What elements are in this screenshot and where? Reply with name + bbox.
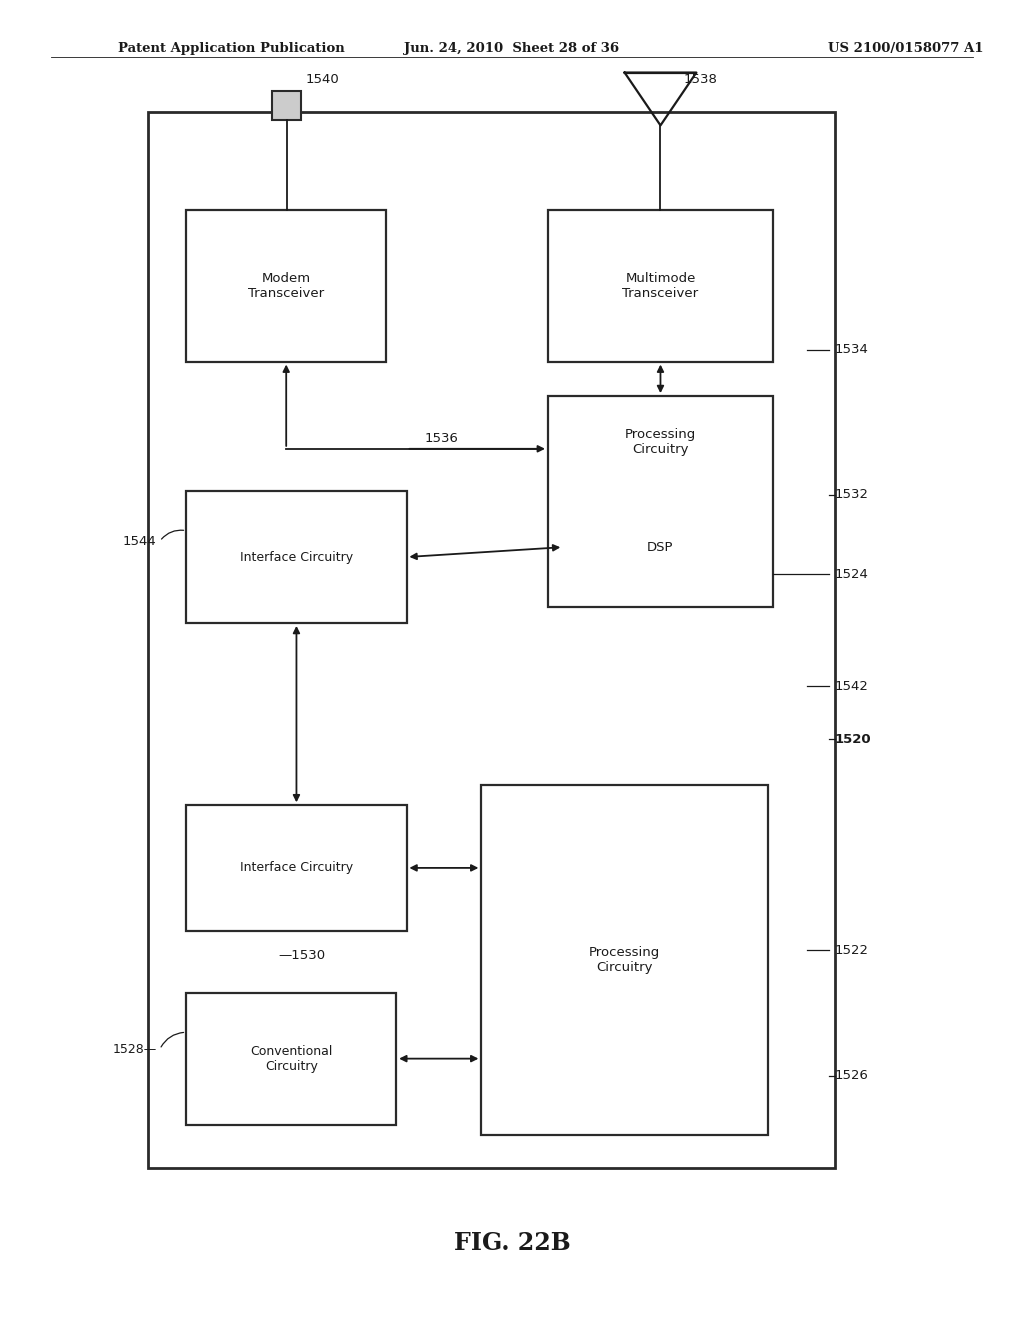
Text: DSP: DSP <box>647 541 674 553</box>
Bar <box>167 152 807 719</box>
Text: 1544: 1544 <box>123 535 157 548</box>
Text: 1538: 1538 <box>684 73 718 86</box>
Bar <box>186 210 386 362</box>
Bar <box>563 498 758 597</box>
Text: Interface Circuitry: Interface Circuitry <box>240 550 353 564</box>
Bar <box>186 491 407 623</box>
Bar <box>186 805 407 931</box>
Bar <box>481 785 768 1135</box>
Text: Multimode
Transceiver: Multimode Transceiver <box>623 272 698 300</box>
Text: Modem
Transceiver: Modem Transceiver <box>248 272 325 300</box>
Bar <box>186 993 396 1125</box>
Text: 1540: 1540 <box>305 73 339 86</box>
Text: Patent Application Publication: Patent Application Publication <box>118 42 344 55</box>
Text: 1520: 1520 <box>835 733 871 746</box>
Bar <box>148 112 835 1168</box>
Text: 1522: 1522 <box>835 944 868 957</box>
Text: Jun. 24, 2010  Sheet 28 of 36: Jun. 24, 2010 Sheet 28 of 36 <box>404 42 620 55</box>
Text: Conventional
Circuitry: Conventional Circuitry <box>250 1044 333 1073</box>
Bar <box>548 210 773 362</box>
Text: 1532: 1532 <box>835 488 868 502</box>
Text: 1524: 1524 <box>835 568 868 581</box>
Text: US 2100/0158077 A1: US 2100/0158077 A1 <box>827 42 983 55</box>
Text: Processing
Circuitry: Processing Circuitry <box>625 429 696 457</box>
Bar <box>167 752 807 1155</box>
Text: Processing
Circuitry: Processing Circuitry <box>589 946 660 974</box>
Text: —1530: —1530 <box>279 949 326 962</box>
Bar <box>548 396 773 607</box>
Text: 1536: 1536 <box>425 432 459 445</box>
Text: 1534: 1534 <box>835 343 868 356</box>
Text: FIG. 22B: FIG. 22B <box>454 1232 570 1255</box>
Text: 1526: 1526 <box>835 1069 868 1082</box>
Text: 1542: 1542 <box>835 680 868 693</box>
Text: Interface Circuitry: Interface Circuitry <box>240 862 353 874</box>
Text: 1528—: 1528— <box>113 1043 157 1056</box>
Bar <box>272 91 301 120</box>
